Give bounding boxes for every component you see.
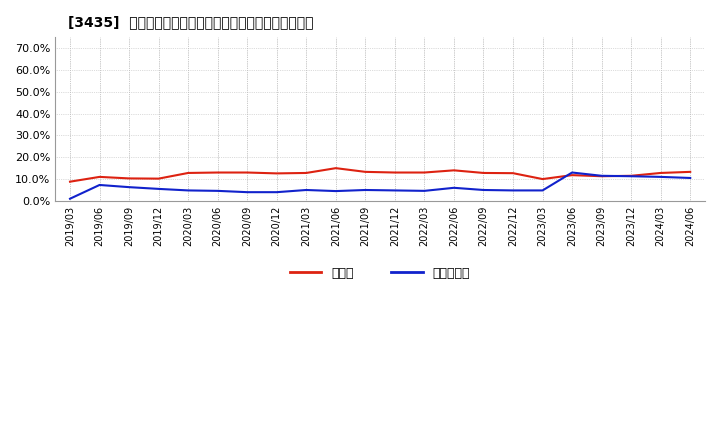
Text: [3435]  現預金、有利子負債の総資産に対する比率の推移: [3435] 現預金、有利子負債の総資産に対する比率の推移 [68,15,314,29]
Legend: 現預金, 有利子負債: 現預金, 有利子負債 [285,262,475,285]
